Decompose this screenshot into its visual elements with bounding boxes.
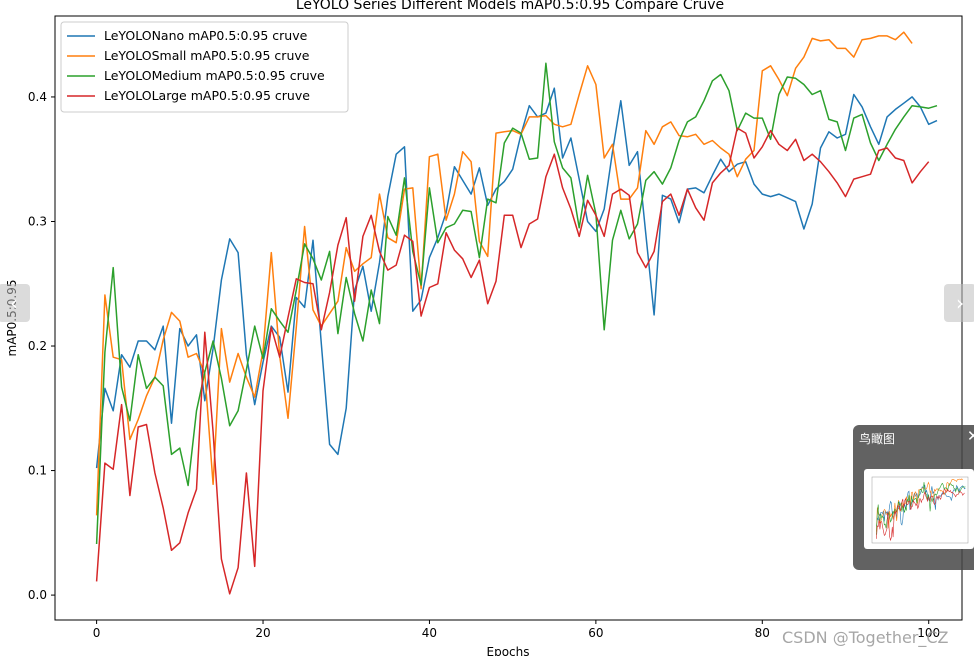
close-icon[interactable]: ✕ bbox=[967, 427, 974, 445]
y-tick-label: 0.3 bbox=[28, 214, 47, 228]
plot-area bbox=[95, 31, 938, 595]
legend-label: LeYOLOLarge mAP0.5:0.95 cruve bbox=[104, 88, 310, 103]
thumb-series-line-0 bbox=[876, 484, 966, 527]
y-tick-label: 0.0 bbox=[28, 588, 47, 602]
birdseye-header: 鸟瞰图 ✕ bbox=[853, 425, 974, 451]
x-tick-label: 20 bbox=[255, 626, 270, 640]
series-line-0 bbox=[95, 87, 938, 469]
x-tick-label: 100 bbox=[917, 626, 940, 640]
series-line-3 bbox=[95, 127, 930, 595]
x-tick-label: 80 bbox=[755, 626, 770, 640]
thumb-frame bbox=[871, 476, 969, 544]
y-tick-label: 0.2 bbox=[28, 339, 47, 353]
y-tick-label: 0.1 bbox=[28, 464, 47, 478]
thumb-series-line-1 bbox=[876, 478, 963, 532]
x-tick-label: 0 bbox=[93, 626, 101, 640]
previous-image-button[interactable]: ‹ bbox=[0, 284, 30, 322]
y-axis: 0.0 0.1 0.2 0.3 0.4 bbox=[28, 90, 55, 602]
y-tick-label: 0.4 bbox=[28, 90, 47, 104]
thumb-series-line-2 bbox=[876, 482, 966, 535]
next-image-button[interactable]: › bbox=[944, 284, 974, 322]
x-axis-label: Epochs bbox=[487, 645, 530, 656]
thumb-series-line-3 bbox=[876, 488, 965, 542]
chart-title: LeYOLO Series Different Models mAP0.5:0.… bbox=[296, 0, 724, 13]
legend-label: LeYOLOMedium mAP0.5:0.95 cruve bbox=[104, 68, 325, 83]
legend-box bbox=[60, 21, 349, 113]
series-line-2 bbox=[95, 62, 938, 545]
series-line-1 bbox=[95, 31, 913, 516]
birdseye-title: 鸟瞰图 bbox=[859, 432, 896, 446]
x-tick-label: 40 bbox=[422, 626, 437, 640]
chevron-right-icon: › bbox=[956, 291, 964, 315]
legend-label: LeYOLONano mAP0.5:0.95 cruve bbox=[104, 28, 308, 43]
x-axis: 0 20 40 60 80 100 bbox=[93, 620, 940, 640]
watermark: CSDN @Together_CZ bbox=[782, 628, 949, 647]
birdseye-panel: 鸟瞰图 ✕ bbox=[853, 425, 974, 570]
legend: LeYOLONano mAP0.5:0.95 cruve LeYOLOSmall … bbox=[60, 21, 349, 113]
chevron-left-icon: ‹ bbox=[10, 291, 18, 315]
birdseye-thumbnail[interactable] bbox=[864, 469, 974, 549]
legend-label: LeYOLOSmall mAP0.5:0.95 cruve bbox=[104, 48, 310, 63]
x-tick-label: 60 bbox=[588, 626, 603, 640]
